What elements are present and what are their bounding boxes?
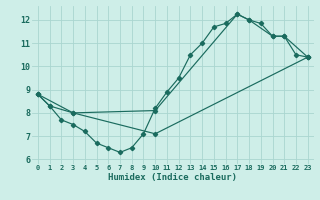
X-axis label: Humidex (Indice chaleur): Humidex (Indice chaleur) [108,173,237,182]
